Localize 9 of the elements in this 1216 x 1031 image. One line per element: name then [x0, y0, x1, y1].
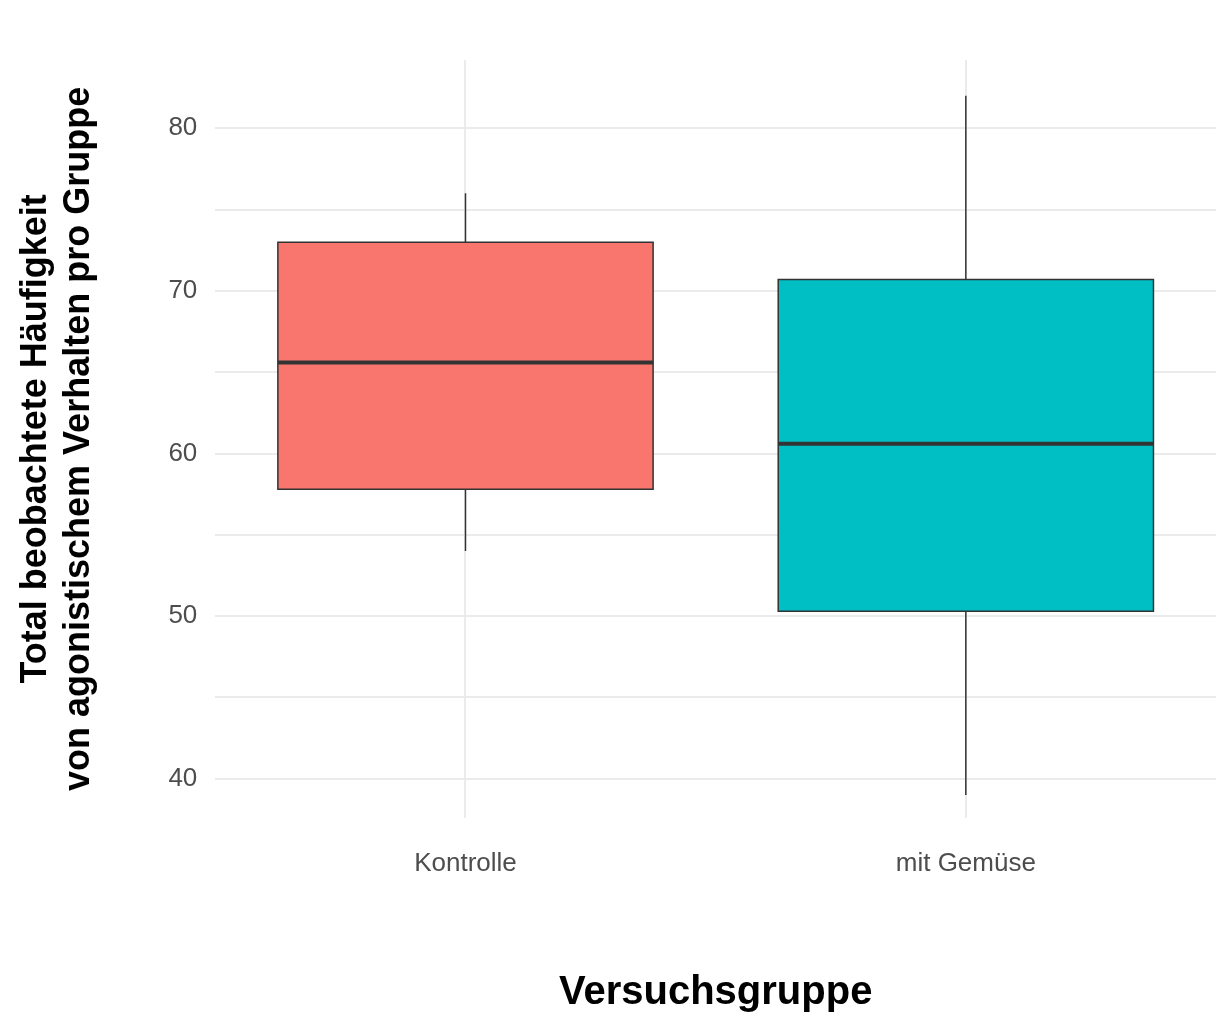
y-tick-label: 60	[168, 436, 198, 467]
x-axis-title: Versuchsgruppe	[558, 968, 873, 1013]
y-tick-label: 40	[168, 761, 198, 792]
y-axis-title: Total beobachtete Häufigkeit von agonistischem Verhalten pro Gruppe	[12, 86, 97, 791]
x-tick-label: mit Gemüse	[895, 846, 1036, 877]
y-tick-label: 80	[168, 111, 198, 142]
y-tick-label: 50	[168, 599, 198, 630]
y-tick-label: 70	[168, 274, 198, 305]
x-tick-label: Kontrolle	[414, 846, 517, 877]
